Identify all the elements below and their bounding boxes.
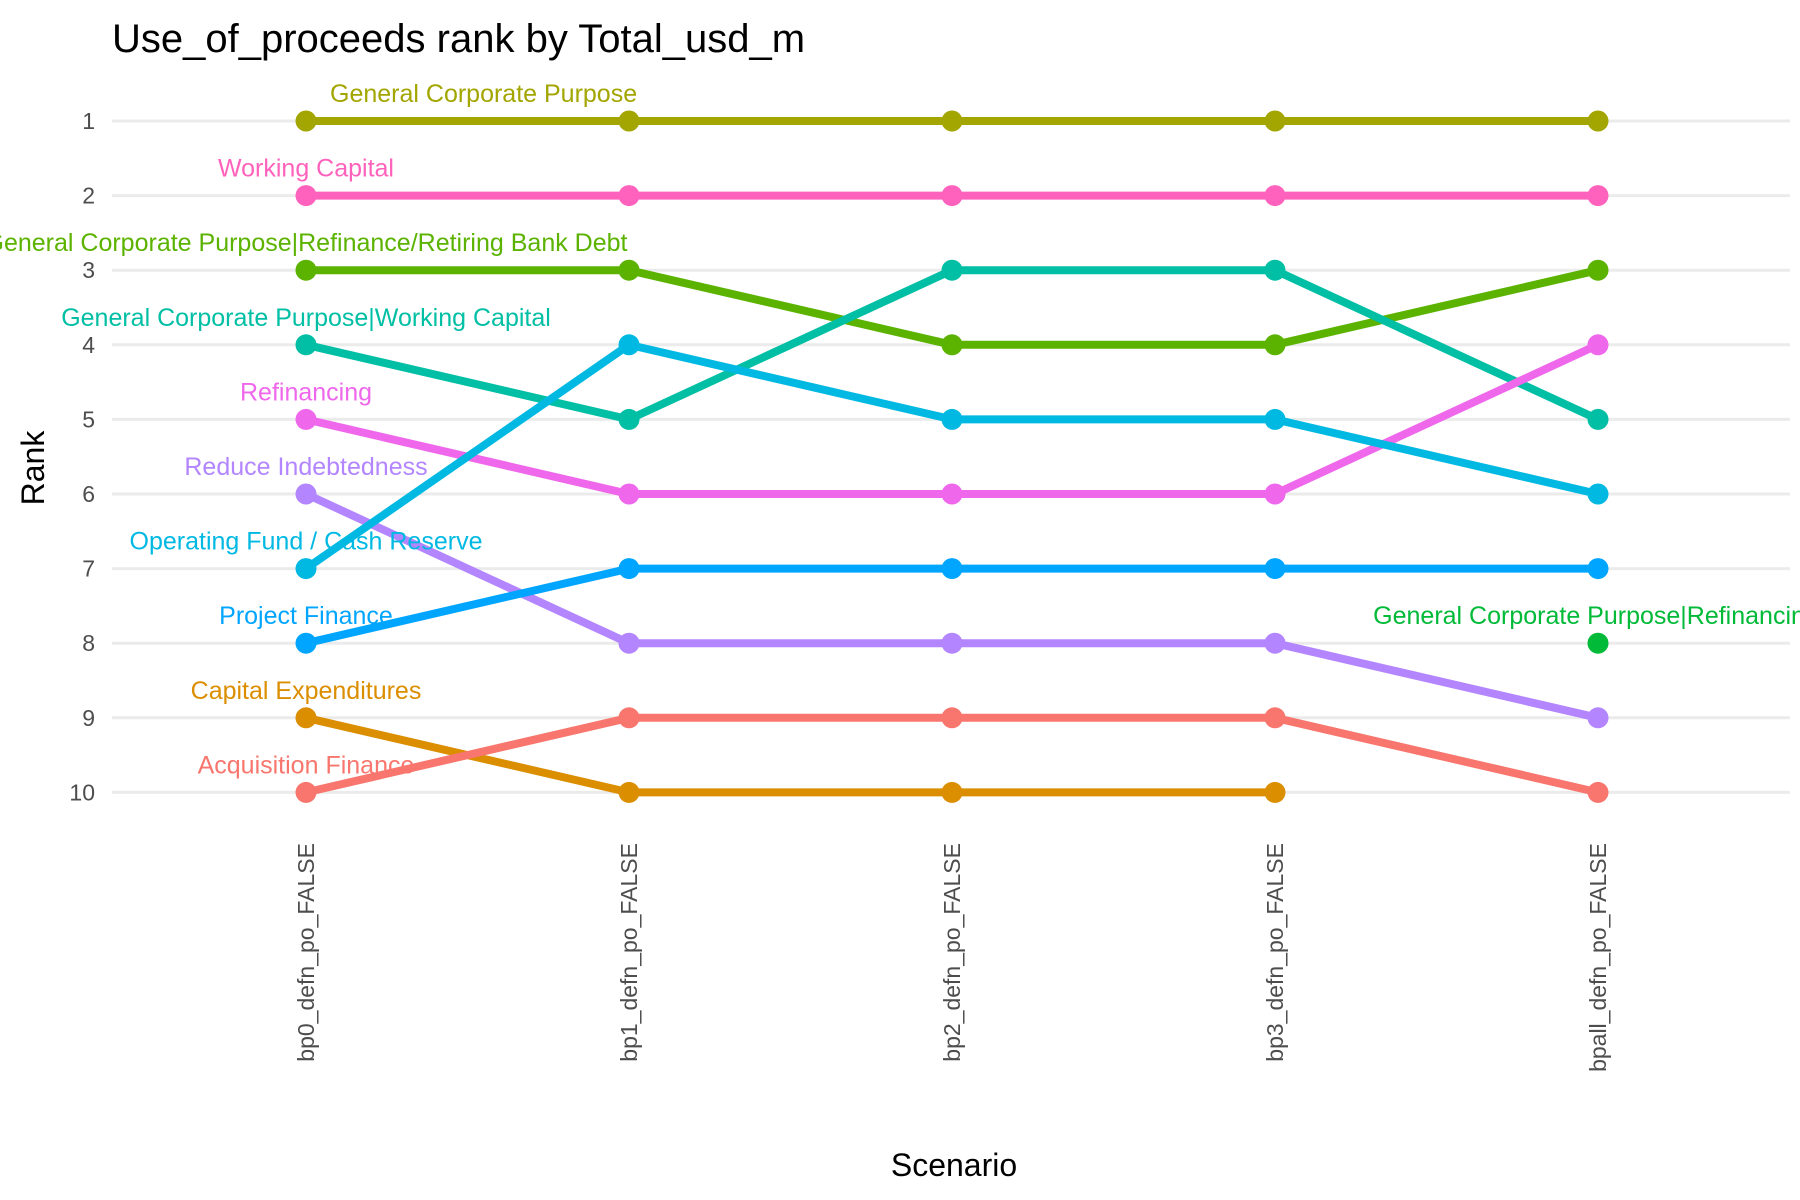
data-point (618, 334, 640, 356)
y-axis-title: Rank (15, 430, 51, 506)
series-label: Reduce Indebtedness (184, 453, 427, 481)
y-tick-label: 4 (82, 332, 95, 358)
data-point (1587, 259, 1609, 281)
series-label: General Corporate Purpose|Refinancing (1373, 602, 1800, 630)
data-point (295, 558, 317, 580)
data-point (941, 781, 963, 803)
data-point (1264, 781, 1286, 803)
data-point (618, 110, 640, 132)
data-point (295, 483, 317, 505)
data-point (295, 781, 317, 803)
x-tick-label: bp2_defn_po_FALSE (939, 843, 965, 1062)
data-point (941, 185, 963, 207)
y-tick-label: 5 (82, 406, 95, 432)
data-point (295, 110, 317, 132)
y-tick-label: 7 (82, 556, 95, 582)
chart-title: Use_of_proceeds rank by Total_usd_m (112, 17, 805, 61)
y-tick-labels: 1 2 3 4 5 6 7 8 9 10 (69, 108, 95, 805)
data-point (1264, 408, 1286, 430)
x-tick-label: bp3_defn_po_FALSE (1262, 843, 1288, 1062)
y-tick-label: 8 (82, 630, 95, 656)
data-point (1587, 632, 1609, 654)
x-tick-label: bpall_defn_po_FALSE (1585, 843, 1611, 1072)
data-point (295, 259, 317, 281)
series-label: Project Finance (219, 602, 393, 630)
data-point (1587, 110, 1609, 132)
series-label: Refinancing (240, 378, 372, 406)
data-point (618, 259, 640, 281)
data-point (941, 334, 963, 356)
x-tick-label: bp0_defn_po_FALSE (293, 843, 319, 1062)
y-tick-label: 6 (82, 481, 95, 507)
x-tick-labels: bp0_defn_po_FALSE bp1_defn_po_FALSE bp2_de… (293, 843, 1611, 1072)
data-point (1587, 185, 1609, 207)
data-point (1264, 259, 1286, 281)
series-label: General Corporate Purpose|Working Capita… (61, 304, 551, 332)
series-label: Working Capital (218, 155, 394, 183)
data-point (1587, 483, 1609, 505)
data-point (618, 781, 640, 803)
series-line (303, 340, 1599, 572)
data-point (295, 185, 317, 207)
data-point (1264, 558, 1286, 580)
series-label: General Corporate Purpose|Refinance/Reti… (0, 229, 628, 257)
data-point (1264, 707, 1286, 729)
data-point (295, 334, 317, 356)
data-point (1264, 483, 1286, 505)
data-point (295, 707, 317, 729)
data-point (1587, 408, 1609, 430)
data-point (1264, 110, 1286, 132)
data-point (618, 185, 640, 207)
x-tick-label: bp1_defn_po_FALSE (616, 843, 642, 1062)
data-point (618, 483, 640, 505)
data-point (1264, 632, 1286, 654)
data-point (941, 408, 963, 430)
data-point (941, 259, 963, 281)
series-label: Acquisition Finance (198, 751, 415, 779)
x-axis-title: Scenario (891, 1147, 1017, 1183)
data-point (941, 558, 963, 580)
data-point (618, 707, 640, 729)
y-tick-label: 2 (82, 183, 95, 209)
data-point (941, 110, 963, 132)
data-point (295, 408, 317, 430)
data-point (1587, 781, 1609, 803)
series-label: Capital Expenditures (191, 677, 422, 705)
series-points (295, 110, 1609, 803)
data-point (1587, 707, 1609, 729)
series-label: Operating Fund / Cash Reserve (130, 528, 483, 556)
y-tick-label: 10 (69, 779, 95, 805)
y-tick-label: 9 (82, 705, 95, 731)
data-point (1587, 558, 1609, 580)
data-point (941, 632, 963, 654)
data-point (618, 408, 640, 430)
y-tick-label: 1 (82, 108, 95, 134)
series-line (305, 713, 1599, 797)
series-label: General Corporate Purpose (330, 80, 637, 108)
data-point (1264, 334, 1286, 356)
data-point (618, 558, 640, 580)
data-point (1264, 185, 1286, 207)
data-point (618, 632, 640, 654)
data-point (295, 632, 317, 654)
series-labels: General Corporate Purpose Working Capital… (0, 80, 1800, 779)
data-point (941, 707, 963, 729)
series-lines (303, 117, 1600, 797)
y-tick-label: 3 (82, 257, 95, 283)
data-point (1587, 334, 1609, 356)
data-point (941, 483, 963, 505)
